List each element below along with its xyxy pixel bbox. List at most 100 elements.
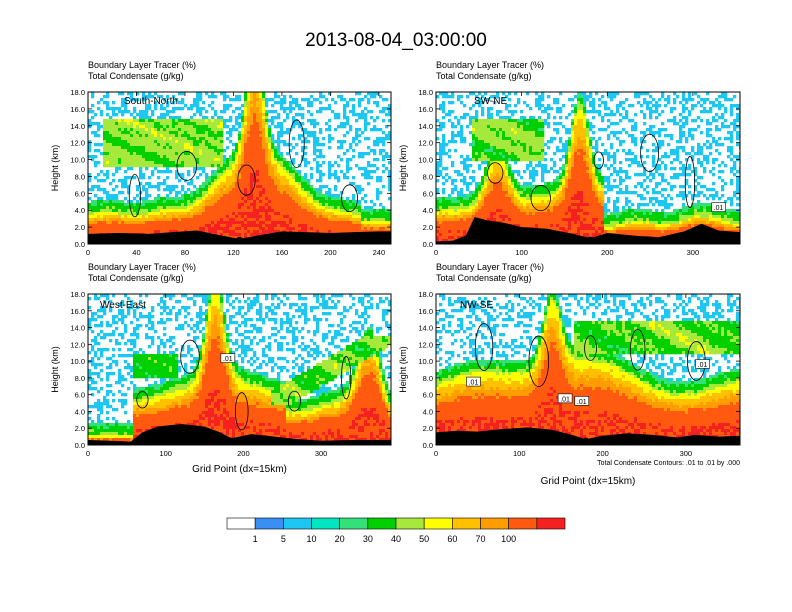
condensate-contour: [640, 133, 659, 173]
colorbar-swatch: [536, 517, 566, 530]
y-tick-label: 2.0: [75, 424, 85, 433]
y-tick-label: 6.0: [75, 189, 85, 198]
field-label-condensate: Total Condensate (g/kg): [88, 273, 184, 283]
x-axis-label: Grid Point (dx=15km): [192, 464, 287, 475]
condensate-contour: [288, 119, 305, 168]
colorbar-swatch: [254, 517, 284, 530]
colorbar-swatch: [423, 517, 453, 530]
terrain: [88, 424, 391, 445]
y-tick-label: 10.0: [70, 357, 85, 366]
condensate-contour: [528, 335, 550, 388]
contour-label-box: [711, 202, 726, 212]
contour-label-box: [220, 353, 236, 363]
contour-label: .01: [560, 396, 570, 403]
condensate-contour: [234, 392, 249, 431]
y-axis-label: Height (km): [398, 145, 408, 192]
contour-label-box: [695, 359, 710, 369]
cross-section-panel: 0.0 2.0 4.0 6.0 8.0 10.0 12.0 14.0 16.0 18.0 0 40 80…: [50, 60, 392, 257]
x-tick-label: 300: [680, 449, 693, 458]
terrain: [88, 230, 391, 244]
location-marker: [582, 437, 590, 445]
cross-section-panel: .01 .01 .01 .01 0.0 2.0 4.0 6.0 8.0 10.0 12.0 14.0 1…: [398, 262, 741, 487]
y-tick-label: 2.0: [75, 223, 85, 232]
y-axis-label: Height (km): [398, 346, 408, 393]
condensate-contour: [584, 335, 597, 361]
y-tick-label: 14.0: [70, 122, 85, 131]
panel-label: SW-NE: [474, 96, 507, 107]
y-tick-label: 8.0: [423, 172, 433, 181]
y-tick-label: 16.0: [70, 307, 85, 316]
cross-section-panel: .01 0.0 2.0 4.0 6.0 8.0 10.0 12.0 14.0 16.0 18.0 0 1…: [398, 60, 741, 257]
cross-section-panel: .01 0.0 2.0 4.0 6.0 8.0 10.0 12.0 14.0 16.0 18.0 0 1…: [50, 262, 392, 475]
field-label-tracer: Boundary Layer Tracer (%): [436, 262, 544, 272]
contour-label: .01: [577, 399, 587, 406]
contour-label: .01: [698, 362, 708, 369]
y-tick-label: 16.0: [418, 105, 433, 114]
colorbar-swatch: [283, 517, 312, 530]
colorbar-swatch: [452, 517, 481, 530]
x-tick-label: 240: [373, 248, 386, 257]
tracer-field: [88, 294, 391, 445]
x-tick-label: 200: [324, 248, 337, 257]
y-tick-label: 8.0: [75, 172, 85, 181]
contour-footnote: Total Condensate Contours: .01 to .01 by…: [597, 460, 740, 467]
y-tick-label: 10.0: [418, 156, 433, 165]
field-label-tracer: Boundary Layer Tracer (%): [436, 60, 544, 70]
plot-frame: [435, 91, 741, 245]
y-tick-label: 12.0: [418, 340, 433, 349]
tracer-field: [88, 92, 391, 244]
y-tick-label: 2.0: [423, 223, 433, 232]
x-tick-label: 200: [596, 449, 609, 458]
figure-title: 2013-08-04_03:00:00: [305, 30, 487, 51]
x-tick-label: 200: [237, 449, 250, 458]
y-tick-label: 0.0: [423, 240, 433, 249]
y-tick-label: 4.0: [423, 206, 433, 215]
condensate-contour: [136, 391, 149, 409]
y-tick-label: 0.0: [75, 240, 85, 249]
y-tick-label: 18.0: [70, 290, 85, 299]
y-tick-label: 14.0: [418, 122, 433, 131]
condensate-contour: [593, 151, 604, 170]
colorbar-label: 10: [306, 534, 316, 544]
tracer-field: [436, 294, 740, 445]
y-tick-label: 2.0: [423, 424, 433, 433]
colorbar-swatch: [226, 517, 256, 530]
location-marker: [228, 437, 235, 445]
x-tick-label: 40: [132, 248, 140, 257]
field-label-condensate: Total Condensate (g/kg): [436, 71, 532, 81]
condensate-contour: [176, 151, 197, 181]
y-tick-label: 6.0: [75, 391, 85, 400]
contour-label: .01: [469, 380, 479, 387]
colorbar-label: 1: [253, 534, 258, 544]
contour-label-box: [574, 396, 590, 406]
y-tick-label: 4.0: [75, 407, 85, 416]
contour-label-box: [466, 376, 481, 387]
field-label-condensate: Total Condensate (g/kg): [88, 71, 184, 81]
field-label-tracer: Boundary Layer Tracer (%): [88, 262, 196, 272]
panel-label: NW-SE: [460, 300, 493, 311]
colorbar-label: 20: [335, 534, 345, 544]
y-tick-label: 14.0: [418, 324, 433, 333]
y-tick-label: 18.0: [418, 290, 433, 299]
colorbar-label: 50: [419, 534, 429, 544]
colorbar-swatch: [395, 517, 425, 530]
y-tick-label: 6.0: [423, 189, 433, 198]
plot-frame: [87, 293, 392, 446]
colorbar-swatch: [339, 517, 369, 530]
contour-label: .01: [714, 205, 724, 212]
colorbar-swatch: [311, 517, 340, 530]
y-tick-label: 12.0: [70, 139, 85, 148]
terrain: [436, 216, 740, 244]
x-tick-label: 100: [159, 449, 172, 458]
y-tick-label: 12.0: [70, 340, 85, 349]
x-tick-label: 0: [86, 449, 90, 458]
condensate-contour: [341, 184, 358, 212]
colorbar-label: 60: [447, 534, 457, 544]
panel-label: West-East: [100, 300, 146, 311]
x-tick-label: 80: [181, 248, 189, 257]
colorbar-label: 100: [501, 534, 516, 544]
y-tick-label: 0.0: [423, 441, 433, 450]
y-tick-label: 4.0: [423, 407, 433, 416]
x-tick-label: 300: [687, 248, 700, 257]
y-tick-label: 16.0: [70, 105, 85, 114]
